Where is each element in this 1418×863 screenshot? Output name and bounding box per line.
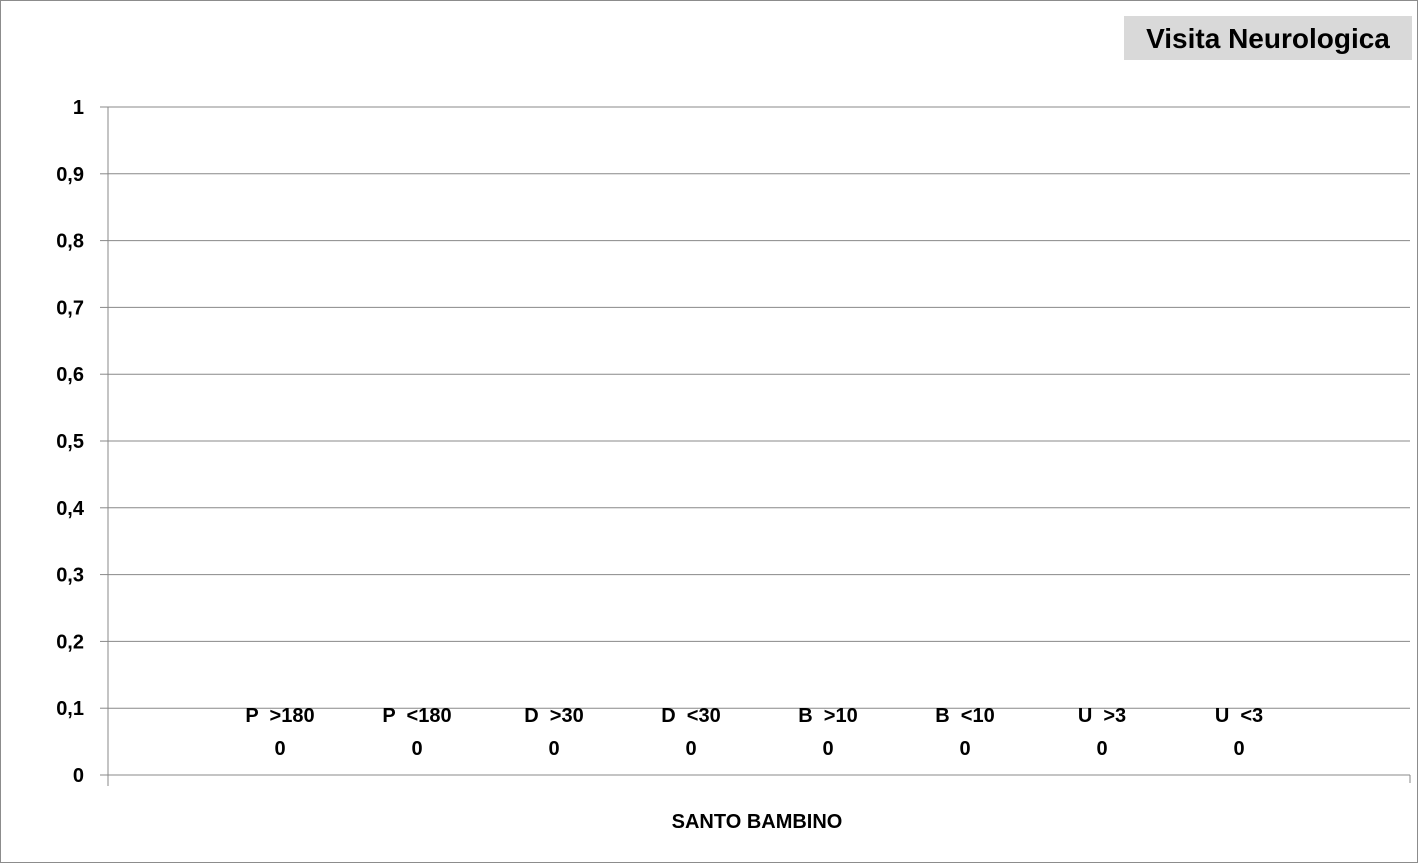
chart-title-background — [1124, 16, 1412, 60]
y-tick-label: 1 — [73, 97, 84, 119]
data-label: 0 — [274, 738, 285, 760]
y-tick-label: 0,9 — [56, 164, 84, 186]
grid-lines — [108, 106, 1410, 709]
y-tick-label: 0,6 — [56, 364, 84, 386]
category-labels: P >180 0 P <180 0 D >30 0 D <30 0 B >10 0 B <10 0 U … — [245, 705, 1263, 760]
category-label: P >180 — [245, 705, 314, 727]
y-tick-label: 0 — [73, 765, 84, 787]
y-tick-label: 0,3 — [56, 565, 84, 587]
y-tick-label: 0,2 — [56, 631, 84, 653]
category-label: B >10 — [798, 705, 857, 727]
data-label: 0 — [548, 738, 559, 760]
y-tick-label: 0,5 — [56, 431, 84, 453]
data-label: 0 — [411, 738, 422, 760]
category-label: U >3 — [1078, 705, 1126, 727]
data-label: 0 — [959, 738, 970, 760]
category-label: U <3 — [1215, 705, 1263, 727]
y-tick-label: 0,1 — [56, 698, 84, 720]
chart-title-box: Visita Neurologica — [1124, 16, 1412, 60]
y-tick-label: 0,7 — [56, 297, 84, 319]
x-axis-label: SANTO BAMBINO — [672, 811, 843, 833]
category-label: D <30 — [661, 705, 720, 727]
y-tick-label: 0,4 — [56, 498, 85, 520]
category-label: P <180 — [382, 705, 451, 727]
y-tick-label: 0,8 — [56, 231, 84, 253]
category-label: D >30 — [524, 705, 583, 727]
data-label: 0 — [1233, 738, 1244, 760]
y-axis-ticks: 0 0,1 0,2 0,3 0,4 0,5 0,6 0,7 0,8 0,9 1 — [56, 97, 1411, 787]
data-label: 0 — [822, 738, 833, 760]
chart-title: Visita Neurologica — [1146, 23, 1390, 54]
data-label: 0 — [685, 738, 696, 760]
data-label: 0 — [1096, 738, 1107, 760]
category-label: B <10 — [935, 705, 994, 727]
